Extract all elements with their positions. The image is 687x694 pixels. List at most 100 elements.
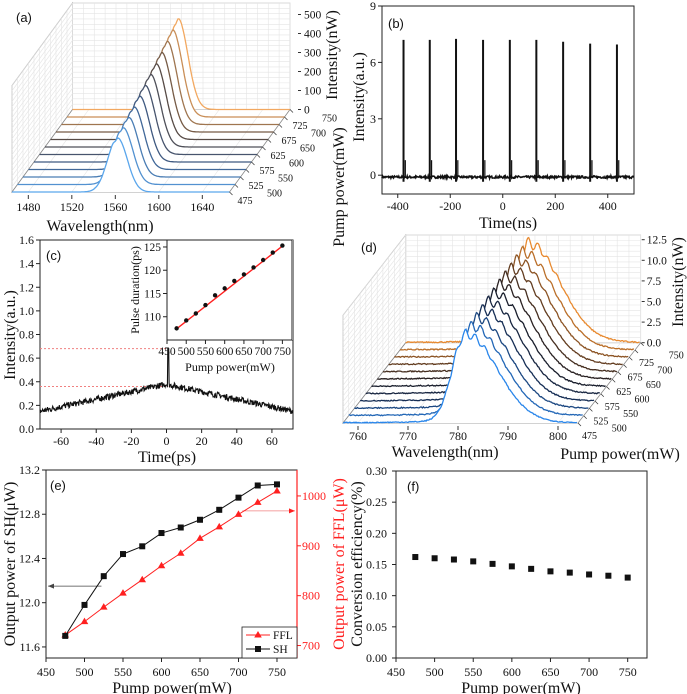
grid-line	[342, 331, 406, 413]
inset-data-point	[203, 302, 208, 308]
grid-line	[11, 18, 73, 102]
grid-line	[342, 261, 406, 343]
spectrum-occluder	[12, 138, 230, 192]
ffl-data-point	[99, 603, 108, 610]
x-tick-label: 40	[231, 434, 243, 448]
pump-power-tick	[289, 109, 294, 113]
grid-line	[28, 109, 90, 193]
pump-power-tick	[234, 184, 239, 188]
spectrum-curve	[23, 116, 241, 178]
panel-label-a: (a)	[16, 10, 32, 25]
x-tick-label: 1640	[190, 200, 214, 214]
grid-line	[342, 267, 406, 348]
x-tick-label: -40	[88, 434, 104, 448]
xaxis-title-c: Time(ps)	[138, 449, 196, 466]
x-tick-label: 600	[216, 346, 234, 358]
pump-power-tick-label: 725	[639, 358, 654, 369]
grid-line	[11, 77, 73, 161]
inset-data-point	[174, 326, 179, 331]
ffl-data-point	[119, 589, 127, 596]
grid-line	[342, 234, 406, 316]
pump-power-tick-label: 625	[616, 387, 631, 398]
z-tick-label: 0	[304, 105, 310, 117]
pump-power-tick-label: 525	[593, 416, 608, 427]
pump-power-tick-label: 600	[635, 395, 650, 406]
y-tick-label: 0.05	[366, 620, 387, 634]
x-tick-label: 400	[599, 199, 617, 213]
x-tick-label: 1480	[16, 200, 40, 214]
ffl-series-line	[64, 490, 278, 636]
pump-power-tick	[256, 154, 261, 158]
x-tick-label: 780	[449, 429, 467, 443]
arrow-head-icon	[289, 508, 295, 514]
xaxis-title-d: Wavelength(nm)	[391, 444, 498, 461]
x-tick-label: 500	[426, 665, 444, 679]
x-tick-label: 550	[464, 665, 482, 679]
y-tick-label: 0.4	[19, 375, 34, 389]
pump-power-tick-label: 675	[628, 373, 643, 384]
x-tick-label: 770	[399, 429, 417, 443]
spectrum-curve	[56, 52, 274, 133]
ffl-data-point	[176, 549, 185, 556]
y-tick-label: 9	[370, 0, 376, 13]
y-tick-label: 13.2	[19, 463, 40, 477]
inset-data-point	[232, 278, 237, 284]
legend-box	[241, 626, 298, 659]
grid-line	[342, 272, 406, 354]
y-tick-label: 0.25	[366, 495, 387, 509]
pump-power-tick-label: 700	[657, 365, 672, 376]
x-tick-label: 800	[549, 429, 567, 443]
grid-line	[342, 299, 406, 381]
pump-power-tick	[262, 146, 266, 151]
x-tick-label: 600	[152, 665, 170, 679]
z-tick-label: 7.5	[647, 276, 662, 288]
legend: FFL SH	[241, 626, 298, 659]
y-tick-label: 12.8	[19, 507, 40, 521]
xaxis-title-b: Time(ns)	[479, 215, 537, 232]
pump-power-tick-label: 650	[300, 144, 315, 155]
y-tick-label: 1.2	[19, 280, 34, 294]
z-tick-label: 0.0	[647, 338, 662, 350]
z-tick-label: 2.5	[647, 317, 662, 329]
xaxis-title-e: Pump power(mW)	[112, 680, 232, 694]
y-tick-label: 11.6	[19, 640, 40, 654]
panel-label-f: (f)	[407, 479, 419, 494]
grid-line	[71, 109, 133, 193]
grid-line	[342, 304, 406, 386]
x-tick-label: -60	[53, 434, 69, 448]
grid-line	[11, 2, 73, 86]
panel-label-c: (c)	[46, 248, 61, 263]
spectrum-curve	[61, 40, 279, 126]
spectrum-curve	[17, 127, 235, 186]
x-tick-label: 700	[255, 346, 273, 358]
legend-marker	[254, 631, 262, 638]
pump-power-tick	[245, 169, 250, 173]
efficiency-data-point	[450, 556, 457, 563]
x-tick-label: 750	[619, 665, 637, 679]
inset-data-point	[241, 272, 247, 277]
grid-line	[342, 283, 406, 364]
sh-data-point	[254, 482, 261, 489]
z-tick-label: 100	[304, 86, 322, 98]
plot-frame	[395, 470, 648, 659]
grid-line	[11, 103, 73, 187]
grid-line	[11, 82, 73, 166]
x-tick-label: 600	[503, 665, 521, 679]
baseline-trace	[381, 172, 635, 182]
y-tick-label: 0.0	[19, 422, 34, 436]
x-tick-label: 550	[114, 665, 132, 679]
inset-data-point	[251, 265, 256, 270]
pump-power-tick	[229, 191, 233, 196]
x-tick-label: 750	[268, 665, 286, 679]
panel-label-e: (e)	[50, 478, 66, 493]
xaxis-title-f: Pump power(mW)	[461, 680, 581, 694]
legend-label: SH	[273, 644, 288, 656]
pump-power-tick-label: 750	[322, 114, 337, 125]
z-tick-label: 5.0	[647, 297, 662, 309]
efficiency-data-point	[412, 554, 419, 561]
grid-line	[11, 40, 73, 123]
sh-data-point	[100, 573, 107, 580]
panel-label-b: (b)	[388, 16, 404, 31]
grid-line	[342, 288, 406, 370]
pump-power-tick-label: 575	[260, 166, 275, 177]
